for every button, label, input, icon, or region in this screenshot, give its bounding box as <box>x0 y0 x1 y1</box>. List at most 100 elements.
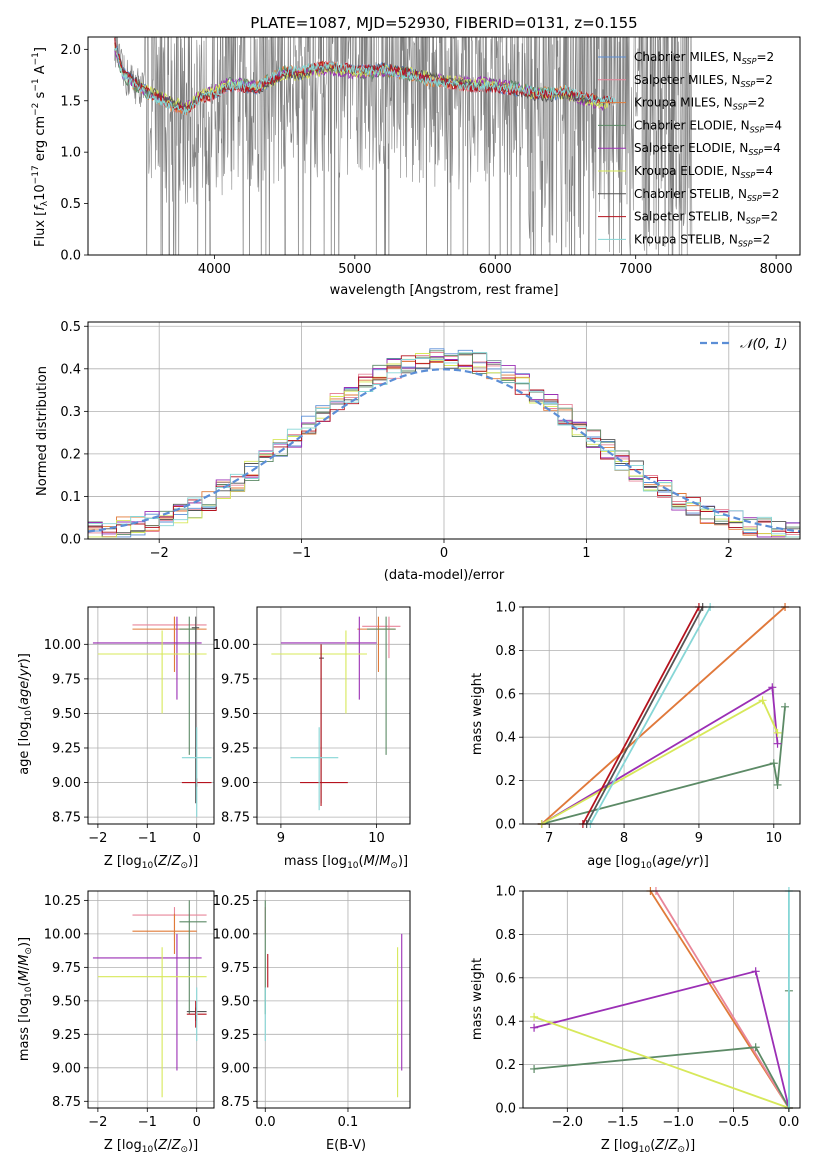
y-tick-label: 9.75 <box>52 961 81 976</box>
y-tick-label: 0.4 <box>495 731 516 746</box>
plot-area <box>88 891 214 1108</box>
series-line-kroupa_stelib <box>589 606 711 825</box>
plot-content <box>114 37 693 255</box>
y-tick-label: 9.25 <box>52 1028 81 1043</box>
y-tick-label: 8.75 <box>221 1095 250 1110</box>
y-tick-label: 10.00 <box>44 638 81 653</box>
y-tick-label: 2.0 <box>60 43 81 58</box>
wZ-xlabel: Z [log10(Z/Z⊙)] <box>601 1138 695 1155</box>
plot-area <box>523 606 800 825</box>
data-spectrum-line <box>114 37 693 255</box>
series-marker-kroupa_elodie <box>530 1012 539 1021</box>
legend-label-chabrier_stelib: Chabrier STELIB, NSSP=2 <box>634 187 779 203</box>
plot-area <box>257 891 410 1108</box>
y-tick-label: 0.5 <box>60 197 81 212</box>
y-tick-label: 0.0 <box>495 818 516 833</box>
y-tick-label: 8.75 <box>52 811 81 826</box>
legend-label-salpeter_stelib: Salpeter STELIB, NSSP=2 <box>634 210 778 226</box>
spectrum-xlabel: wavelength [Angstrom, rest frame] <box>330 283 559 298</box>
x-tick-label: 9 <box>277 831 285 846</box>
y-tick-label: 0.4 <box>495 1015 516 1030</box>
series-line-kroupa_elodie <box>533 1016 790 1109</box>
legend-label-kroupa_elodie: Kroupa ELODIE, NSSP=4 <box>634 164 773 180</box>
plot-content <box>92 616 212 818</box>
x-tick-label: 9 <box>695 831 703 846</box>
y-tick-label: 9.75 <box>52 672 81 687</box>
legend-label-salpeter_miles: Salpeter MILES, NSSP=2 <box>634 73 773 89</box>
series-marker-chabrier_elodie <box>751 1043 760 1052</box>
age-vs-metallicity-plot: Z [log10(Z/Z⊙)] age [log10(age/yr)] −2 −1… <box>17 606 215 871</box>
x-tick-label: 5000 <box>338 262 371 277</box>
axes-frame <box>256 606 411 825</box>
y-tick-label: 9.00 <box>221 1061 250 1076</box>
wZ-ylabel: mass weight <box>470 958 485 1040</box>
figure-title: PLATE=1087, MJD=52930, FIBERID=0131, z=0… <box>250 14 637 32</box>
y-tick-label: 0.5 <box>60 320 81 335</box>
massZ-xlabel: Z [log10(Z/Z⊙)] <box>104 1138 198 1155</box>
legend-value: =4 <box>763 141 781 155</box>
y-tick-label: 0.3 <box>60 405 81 420</box>
legend-value: =4 <box>764 118 782 132</box>
axes-frame <box>522 890 801 1109</box>
x-tick-label: −1 <box>138 1115 157 1130</box>
legend-subscript: SSP <box>733 103 748 112</box>
x-tick-label: 0.0 <box>255 1115 276 1130</box>
axes-frame <box>522 606 801 825</box>
plot-content <box>92 900 207 1098</box>
legend-subscript: SSP <box>741 80 756 89</box>
massZ-ylabel: mass [log10(M/M⊙)] <box>17 937 34 1061</box>
y-tick-label: 9.50 <box>221 707 250 722</box>
series-line-salpeter_elodie <box>533 970 790 1109</box>
y-tick-label: 10.00 <box>213 638 250 653</box>
legend-value: =2 <box>760 210 778 224</box>
histogram-kroupa_stelib <box>88 352 800 538</box>
legend-subscript: SSP <box>750 125 765 134</box>
plot-area <box>257 607 410 824</box>
y-tick-label: 0.0 <box>60 249 81 264</box>
x-tick-label: −2 <box>88 1115 107 1130</box>
y-tick-label: 9.50 <box>52 994 81 1009</box>
y-tick-label: 0.2 <box>495 1058 516 1073</box>
y-tick-label: 9.00 <box>221 776 250 791</box>
spectrum-plot: wavelength [Angstrom, rest frame] Flux [… <box>31 36 801 298</box>
model-line-kroupa_stelib <box>114 47 617 115</box>
plot-area <box>523 890 800 1109</box>
mass-vs-extinction-plot: E(B-V) 0.0 0.1 8.75 9.00 9.25 9.50 9.75 10.00 10… <box>213 890 411 1153</box>
series-line-salpeter_miles <box>655 890 790 1109</box>
y-tick-label: 0.0 <box>495 1102 516 1117</box>
x-tick-label: 0 <box>440 546 448 561</box>
y-tick-label: 1.5 <box>60 94 81 109</box>
x-tick-label: 7000 <box>619 262 652 277</box>
weight-vs-metallicity-plot: Z [log10(Z/Z⊙)] mass weight −2.0 −1.5 −1.0… <box>470 885 801 1155</box>
plot-content <box>271 616 401 811</box>
massE-xlabel: E(B-V) <box>326 1138 366 1153</box>
legend-label-salpeter_elodie: Salpeter ELODIE, NSSP=4 <box>634 141 781 157</box>
x-tick-label: 4000 <box>198 262 231 277</box>
series-line-kroupa_miles <box>541 606 786 825</box>
y-tick-label: 0.6 <box>495 971 516 986</box>
legend-value: =2 <box>747 96 765 110</box>
series-line-chabrier_elodie <box>541 706 786 825</box>
y-tick-label: 9.25 <box>221 741 250 756</box>
y-tick-label: 1.0 <box>495 601 516 616</box>
series-marker-salpeter_elodie <box>768 683 777 692</box>
legend-subscript: SSP <box>748 148 763 157</box>
y-tick-label: 9.75 <box>221 672 250 687</box>
series-line-salpeter_stelib <box>582 606 700 825</box>
legend-label-normal: 𝒩(0, 1) <box>740 337 787 352</box>
plot-content <box>530 887 793 1112</box>
axes-frame <box>87 606 215 825</box>
ageZ-xlabel: Z [log10(Z/Z⊙)] <box>104 854 198 871</box>
residuals-ylabel: Normed distribution <box>35 366 50 496</box>
x-tick-label: 8000 <box>760 262 793 277</box>
x-tick-label: 8 <box>620 831 628 846</box>
series-marker-salpeter_elodie <box>773 739 782 748</box>
series-marker-chabrier_elodie <box>773 780 782 789</box>
y-tick-label: 10.00 <box>213 927 250 942</box>
y-tick-label: 0.8 <box>495 928 516 943</box>
y-tick-label: 9.25 <box>52 741 81 756</box>
ageZ-ylabel: age [log10(age/yr)] <box>17 653 34 775</box>
legend-value: =2 <box>756 50 774 64</box>
axes-frame <box>256 890 411 1109</box>
